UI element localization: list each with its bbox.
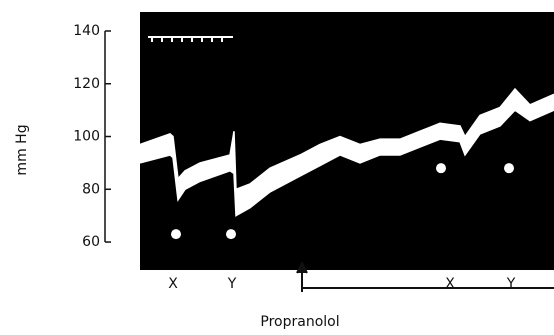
marker-dot bbox=[171, 229, 181, 239]
drug-label: Propranolol bbox=[260, 314, 339, 330]
event-label: X bbox=[168, 276, 178, 292]
y-tick-label: 120 bbox=[73, 76, 100, 92]
event-label: X bbox=[445, 276, 455, 292]
marker-dot bbox=[226, 229, 236, 239]
y-tick-label: 100 bbox=[73, 129, 100, 145]
event-label: Y bbox=[227, 276, 237, 292]
event-label: Y bbox=[506, 276, 516, 292]
figure: mm Hg 60 80 100 120 140 X Y X Y Propranolol bbox=[0, 0, 554, 335]
marker-dot bbox=[436, 163, 446, 173]
y-tick-label: 140 bbox=[73, 23, 100, 39]
marker-dot bbox=[504, 163, 514, 173]
y-tick-label: 80 bbox=[82, 181, 100, 197]
y-tick-label: 60 bbox=[82, 234, 100, 250]
y-axis-label: mm Hg bbox=[14, 124, 30, 175]
